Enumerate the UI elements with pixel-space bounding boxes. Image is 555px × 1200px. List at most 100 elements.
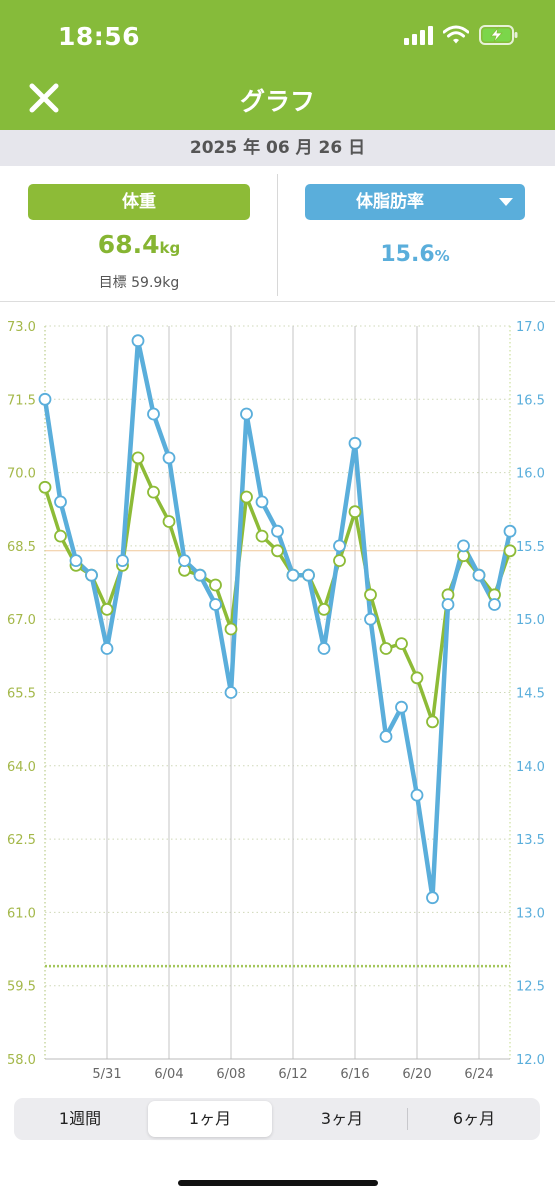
x-axis-tick-label: 6/24 xyxy=(464,1067,493,1082)
body-fat-series-point xyxy=(426,891,439,905)
body-fat-series-point xyxy=(457,539,470,553)
x-axis-tick-label: 6/08 xyxy=(216,1067,245,1082)
right-axis-tick-label: 12.0 xyxy=(516,1053,545,1068)
weight-series-point xyxy=(364,588,377,602)
weight-value: 68.4kg xyxy=(28,230,250,259)
body-fat-series-point xyxy=(488,598,501,611)
summary-panels: 体重 68.4kg 目標 59.9kg 体脂肪率 15.6% xyxy=(0,166,555,302)
body-fat-series-point xyxy=(69,554,83,568)
weight-series-point xyxy=(333,554,346,568)
chart-svg[interactable]: 73.0 71.5 70.0 68.5 67.0 65.5 64.0 62.5 61.0 59.5… xyxy=(0,302,555,1084)
left-axis-tick-label: 70.0 xyxy=(7,467,36,482)
weight-series-point xyxy=(426,715,439,729)
body-fat-series-point xyxy=(271,524,284,538)
body-fat-value: 15.6% xyxy=(305,242,525,267)
caret-down-icon xyxy=(499,198,513,206)
body-fat-series-point xyxy=(333,539,346,553)
body-fat-button-label: 体脂肪率 xyxy=(356,192,424,212)
date-bar: 2025 年 06 月 26 日 xyxy=(0,130,555,166)
x-axis-tick-label: 6/04 xyxy=(154,1067,183,1082)
body-fat-series-point xyxy=(38,392,52,406)
body-fat-series-point xyxy=(364,612,377,626)
left-axis-tick-label: 58.0 xyxy=(7,1053,36,1068)
right-axis-tick-label: 17.0 xyxy=(516,320,545,335)
tab-6-months[interactable]: 6ヶ月 xyxy=(452,1109,496,1128)
right-axis-tick-label: 13.0 xyxy=(516,906,545,921)
weight-series-point xyxy=(503,544,517,558)
left-axis-tick-label: 61.0 xyxy=(7,906,36,921)
body-fat-series-point xyxy=(395,700,408,714)
left-axis-tick-label: 67.0 xyxy=(7,613,36,628)
body-fat-series-point xyxy=(379,730,393,743)
wifi-icon xyxy=(443,25,469,44)
body-fat-series-point xyxy=(317,642,331,655)
body-fat-series-point xyxy=(131,334,145,348)
battery-charging-icon xyxy=(479,25,518,45)
body-fat-series-point xyxy=(348,436,362,450)
weight-series-point xyxy=(224,622,238,636)
x-axis-tick-label: 5/31 xyxy=(92,1067,121,1082)
body-fat-series-point xyxy=(147,407,160,421)
body-fat-dropdown[interactable]: 体脂肪率 xyxy=(305,184,525,220)
body-fat-series-line xyxy=(42,338,513,900)
body-fat-series-point xyxy=(410,788,424,802)
header: 18:56 グラフ xyxy=(0,0,555,130)
x-axis-tick-label: 6/16 xyxy=(340,1067,369,1082)
status-icons xyxy=(404,24,519,46)
weight-goal: 目標 59.9kg xyxy=(98,275,180,291)
x-axis-tick-label: 6/12 xyxy=(278,1067,307,1082)
weight-series-point xyxy=(38,480,52,494)
weight-series-point xyxy=(379,642,393,655)
body-fat-series-point xyxy=(255,495,269,509)
weight-series-point xyxy=(100,602,114,616)
right-axis-tick-label: 16.5 xyxy=(516,393,545,408)
weight-series-point xyxy=(255,529,269,543)
body-fat-series-point xyxy=(54,495,67,509)
tab-1-month[interactable]: 1ヶ月 xyxy=(148,1101,272,1137)
body-fat-series-point xyxy=(503,524,517,538)
close-icon[interactable] xyxy=(26,80,62,116)
weight-series-point xyxy=(162,515,176,528)
weight-number: 68.4 xyxy=(97,230,160,259)
body-fat-series-point xyxy=(286,568,300,582)
right-axis-tick-label: 12.5 xyxy=(516,980,545,995)
body-fat-series-point xyxy=(240,407,253,421)
left-axis-tick-label: 62.5 xyxy=(7,833,36,848)
right-axis-tick-label: 13.5 xyxy=(516,833,545,848)
weight-series-line xyxy=(43,456,512,724)
cellular-signal-icon xyxy=(404,25,433,45)
x-axis-tick-label: 6/20 xyxy=(402,1067,431,1082)
body-fat-number: 15.6 xyxy=(380,242,435,267)
body-fat-unit: % xyxy=(434,247,450,265)
body-fat-series-point xyxy=(162,451,176,465)
weight-series-point xyxy=(147,485,160,499)
period-selector: 1週間 1ヶ月 3ヶ月 6ヶ月 xyxy=(14,1098,540,1140)
weight-series-point xyxy=(348,505,362,519)
body-fat-series-point xyxy=(116,554,129,568)
right-axis-tick-label: 16.0 xyxy=(516,467,545,482)
body-fat-series-point xyxy=(224,686,238,699)
body-fat-series-point xyxy=(85,568,98,582)
body-fat-series-point xyxy=(100,642,114,655)
status-time: 18:56 xyxy=(58,22,141,51)
weight-series-point xyxy=(131,451,145,465)
tab-3-months[interactable]: 3ヶ月 xyxy=(320,1109,364,1128)
left-axis-tick-label: 64.0 xyxy=(7,760,36,775)
weight-series-point xyxy=(410,671,424,685)
body-fat-series-point xyxy=(472,568,486,582)
body-fat-series-point xyxy=(193,568,207,582)
tab-1-week[interactable]: 1週間 xyxy=(58,1109,102,1128)
left-axis-tick-label: 73.0 xyxy=(7,320,36,335)
panel-divider xyxy=(277,174,278,296)
left-axis-tick-label: 68.5 xyxy=(7,540,36,555)
weight-series-point xyxy=(54,529,67,543)
weight-unit: kg xyxy=(159,239,181,257)
weight-series-point xyxy=(209,578,222,592)
weight-series-point xyxy=(395,637,408,651)
weight-series-point xyxy=(317,602,331,616)
right-axis-tick-label: 14.5 xyxy=(516,687,545,702)
weight-fat-chart[interactable]: 73.0 71.5 70.0 68.5 67.0 65.5 64.0 62.5 61.0 59.5… xyxy=(0,302,555,1084)
weight-button[interactable]: 体重 xyxy=(28,184,250,220)
left-axis-tick-label: 59.5 xyxy=(7,980,36,995)
